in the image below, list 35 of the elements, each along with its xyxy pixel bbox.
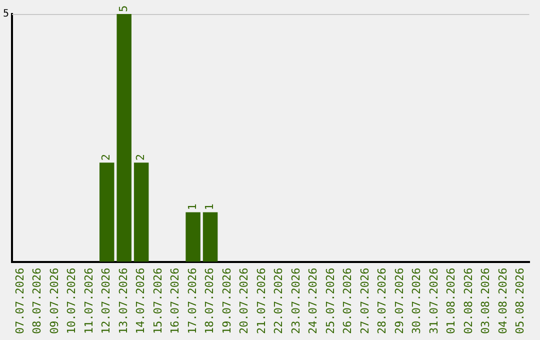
x-tick-label: 16.07.2026 — [168, 268, 182, 334]
x-tick-label: 30.07.2026 — [410, 268, 424, 334]
x-tick-label: 26.07.2026 — [341, 268, 354, 334]
x-tick-label: 02.08.2026 — [462, 268, 475, 334]
x-tick-label: 22.07.2026 — [272, 268, 286, 334]
x-tick-label: 25.07.2026 — [324, 268, 337, 334]
x-tick-label: 15.07.2026 — [151, 268, 164, 334]
x-tick-label: 12.07.2026 — [100, 268, 113, 334]
x-tick-label: 24.07.2026 — [306, 268, 320, 334]
x-tick-label: 31.07.2026 — [427, 268, 440, 334]
data-label: 5 — [116, 5, 130, 12]
x-tick-label: 14.07.2026 — [134, 268, 148, 334]
x-tick-label: 20.07.2026 — [238, 268, 251, 334]
x-tick-label: 07.07.2026 — [14, 268, 26, 334]
x-tick-label: 08.07.2026 — [30, 268, 44, 334]
x-tick-label: 11.07.2026 — [82, 268, 96, 334]
x-tick-label: 18.07.2026 — [203, 268, 216, 334]
x-tick-label: 19.07.2026 — [220, 268, 234, 334]
x-tick-label: 17.07.2026 — [186, 268, 199, 334]
x-tick-label: 13.07.2026 — [116, 268, 130, 334]
data-label: 2 — [134, 154, 148, 161]
data-label: 1 — [186, 204, 199, 210]
x-tick-label: 21.07.2026 — [254, 268, 268, 334]
x-tick-label: 23.07.2026 — [289, 268, 302, 334]
x-tick-label: 01.08.2026 — [444, 268, 458, 334]
x-tick-label: 05.08.2026 — [513, 268, 526, 334]
x-tick-label: 27.07.2026 — [358, 268, 372, 334]
x-tick-label: 09.07.2026 — [48, 268, 61, 334]
x-tick-label: 03.08.2026 — [479, 268, 492, 334]
x-tick-label: 28.07.2026 — [376, 268, 389, 334]
x-tick-label: 10.07.2026 — [65, 268, 78, 334]
x-tick-label: 29.07.2026 — [392, 268, 406, 334]
data-label: 2 — [100, 154, 113, 161]
data-label: 1 — [203, 204, 216, 210]
x-tick-label: 04.08.2026 — [496, 268, 510, 334]
